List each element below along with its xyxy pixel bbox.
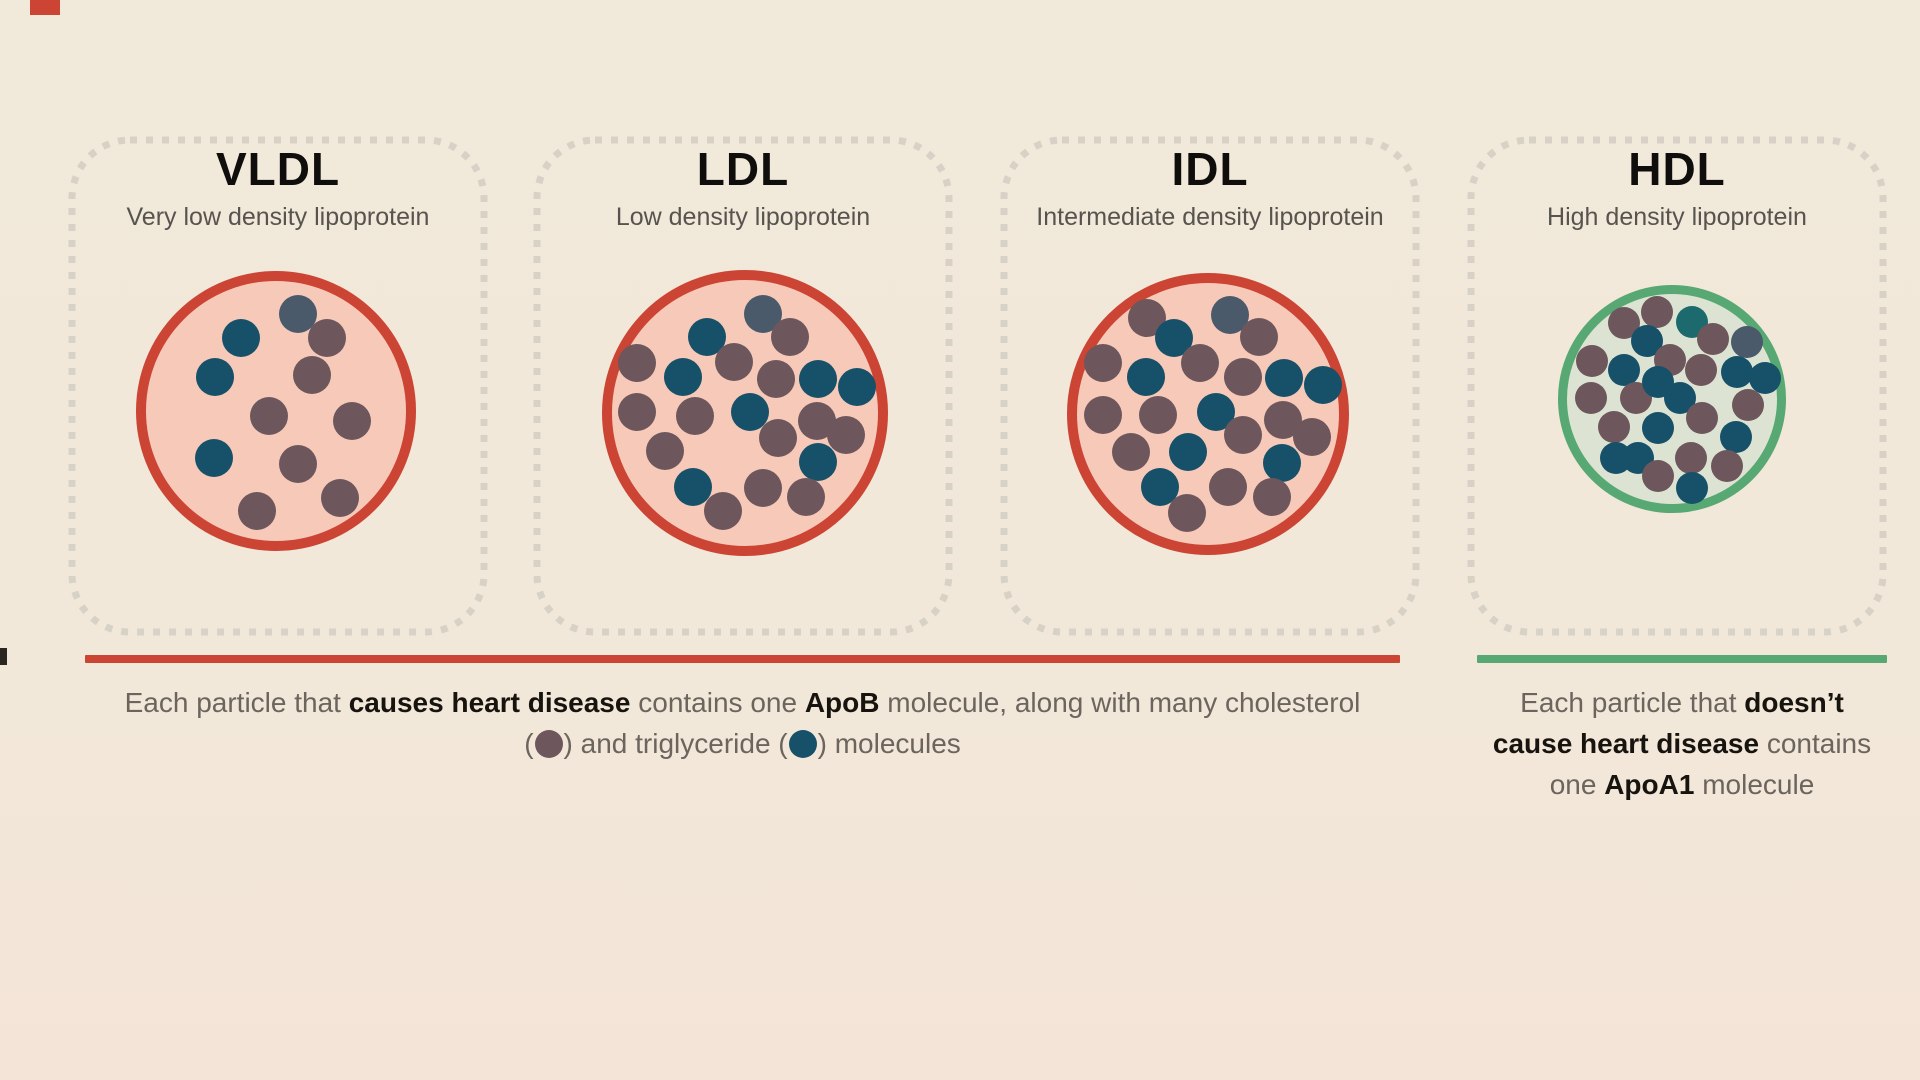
panel-subtitle: Low density lipoprotein: [615, 203, 871, 231]
footnote-line: Each particle that doesn’t: [1520, 687, 1844, 718]
teal-legend-dot: [788, 730, 817, 758]
idl-particle-diagram: [1000, 136, 1420, 636]
panel-title: HDL: [1628, 143, 1726, 195]
atherogenic-group-underline: [85, 655, 1400, 663]
footnote-line: cause heart disease contains: [1492, 728, 1872, 759]
panel-subtitle: Very low density lipoprotein: [126, 203, 430, 231]
panel-subtitle: High density lipoprotein: [1547, 203, 1807, 231]
panel-ldl: LDL Low density lipoprotein: [533, 136, 953, 636]
footnote-line: () and triglyceride () molecules: [524, 728, 961, 759]
footnote-protective: Each particle that doesn’t cause heart d…: [1477, 682, 1887, 805]
panel-idl: IDL Intermediate density lipoprotein: [1000, 136, 1420, 636]
top-left-red-artifact: [30, 0, 60, 15]
footnote-atherogenic: Each particle that causes heart disease …: [85, 682, 1400, 764]
panel-vldl: VLDL Very low density lipoprotein: [68, 136, 488, 636]
ldl-particle-diagram: [533, 136, 953, 636]
footnote-line: one ApoA1 molecule: [1549, 769, 1815, 800]
vldl-particle-diagram: [68, 136, 488, 636]
hdl-particle-diagram: [1467, 136, 1887, 636]
panel-title: VLDL: [215, 143, 341, 195]
mauve-legend-dot: [534, 730, 563, 758]
left-edge-dark-artifact: [0, 648, 7, 665]
panel-subtitle: Intermediate density lipoprotein: [1036, 203, 1384, 231]
panel-hdl: HDL High density lipoprotein: [1467, 136, 1887, 636]
footnote-line: Each particle that causes heart disease …: [124, 687, 1361, 718]
panel-title: IDL: [1171, 143, 1249, 195]
panel-title: LDL: [696, 143, 790, 195]
protective-group-underline: [1477, 655, 1887, 663]
